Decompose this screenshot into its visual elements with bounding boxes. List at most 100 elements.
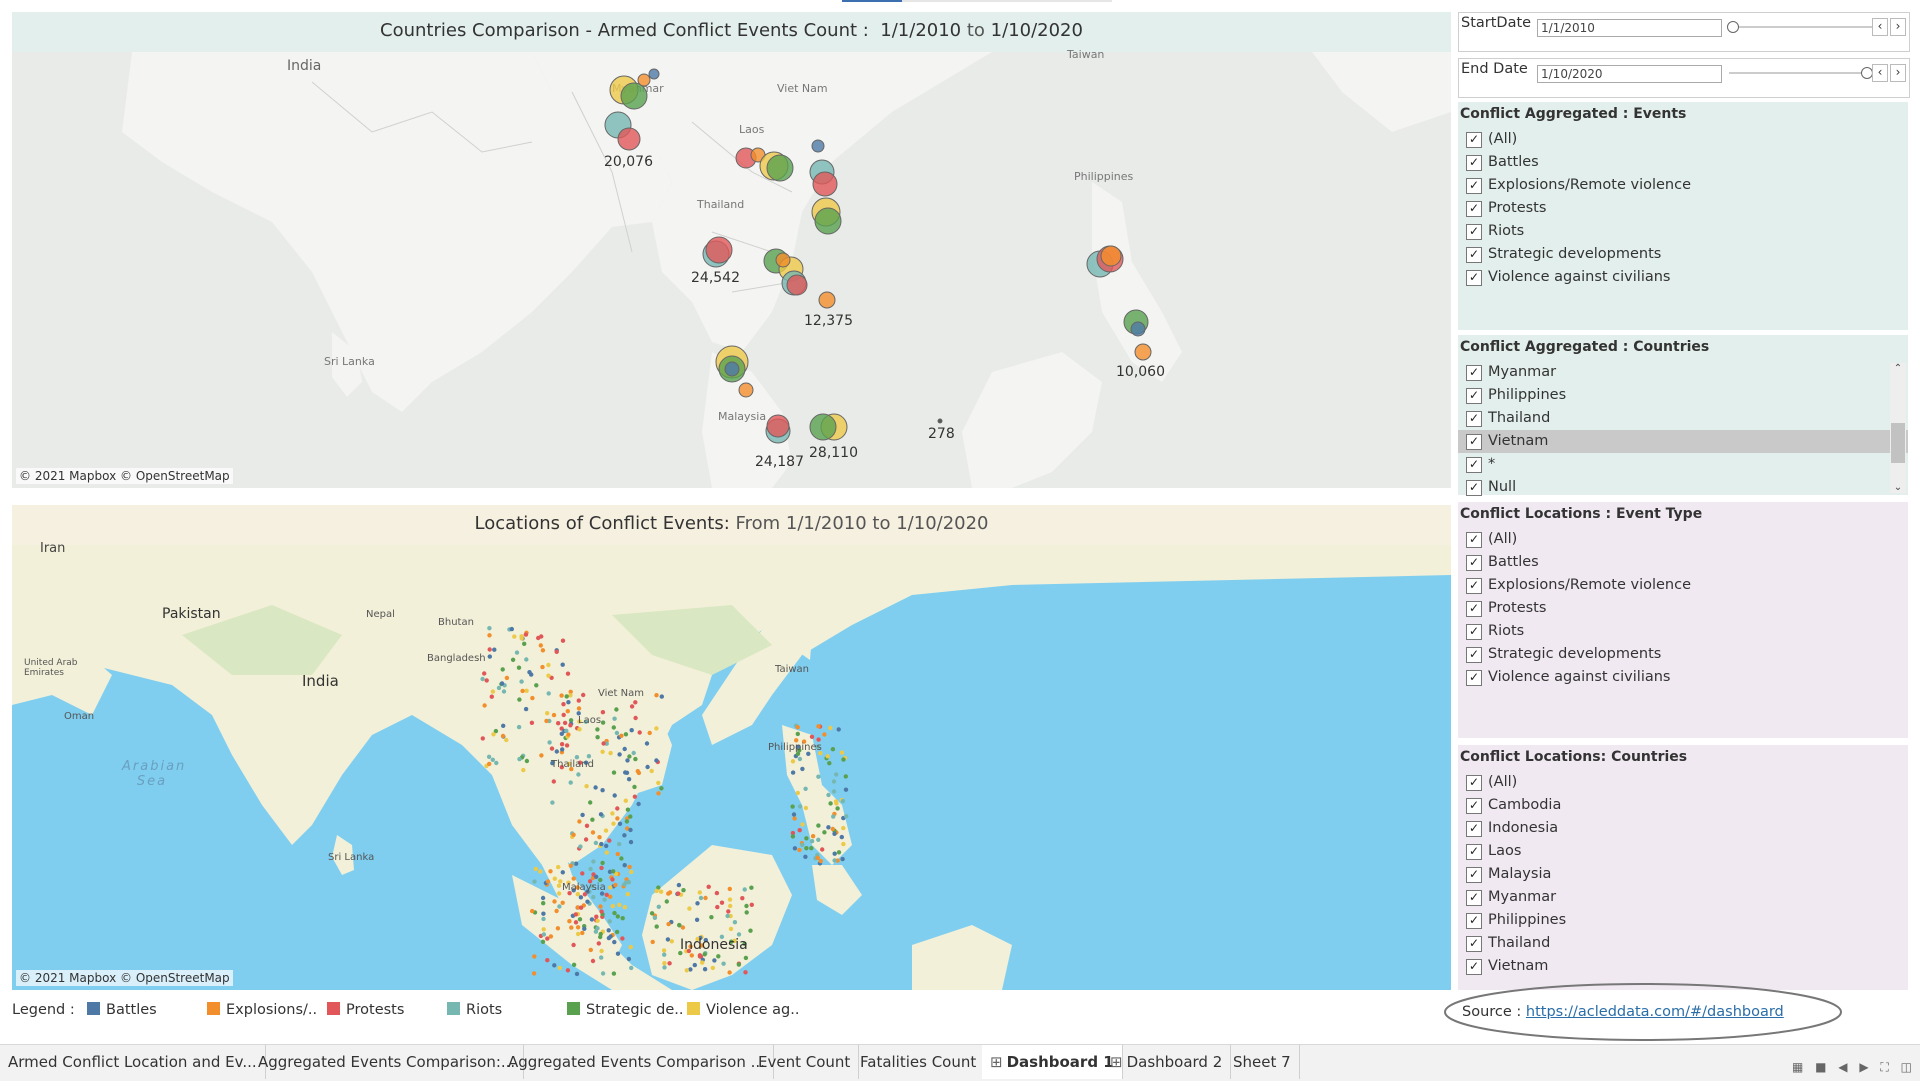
checkbox[interactable]: ✓ — [1466, 959, 1482, 975]
event-type-option[interactable]: ✓ (All) — [1458, 528, 1908, 551]
checkbox[interactable]: ✓ — [1466, 647, 1482, 663]
sheet-tab[interactable]: ⊞ Dashboard 1 — [982, 1045, 1123, 1079]
event-type-option[interactable]: ✓ Riots — [1458, 620, 1908, 643]
sheet-tab[interactable]: ⊞ Dashboard 2 — [1102, 1045, 1232, 1079]
checkbox[interactable]: ✓ — [1466, 365, 1482, 381]
loc-country-option[interactable]: ✓ Laos — [1458, 840, 1908, 863]
loc-country-option[interactable]: ✓ Indonesia — [1458, 817, 1908, 840]
event-type-option[interactable]: ✓ Strategic developments — [1458, 643, 1908, 666]
loc-country-option[interactable]: ✓ Malaysia — [1458, 863, 1908, 886]
country-option[interactable]: ✓ Thailand — [1458, 407, 1908, 430]
legend-item[interactable]: Strategic de.. — [567, 1002, 684, 1018]
source-link[interactable]: https://acleddata.com/#/dashboard — [1525, 1004, 1784, 1020]
events-option[interactable]: ✓ Riots — [1458, 220, 1908, 243]
country-option[interactable]: ✓ Null — [1458, 476, 1908, 499]
filmstrip-icon[interactable]: ■ — [1815, 1060, 1827, 1074]
loc-country-option[interactable]: ✓ Myanmar — [1458, 886, 1908, 909]
country-option[interactable]: ✓ Myanmar — [1458, 361, 1908, 384]
loc-country-option[interactable]: ✓ Cambodia — [1458, 794, 1908, 817]
event-type-option[interactable]: ✓ Battles — [1458, 551, 1908, 574]
checkbox[interactable]: ✓ — [1466, 821, 1482, 837]
checkbox[interactable]: ✓ — [1466, 890, 1482, 906]
country-option[interactable]: ✓ Vietnam — [1458, 430, 1908, 453]
event-type-option[interactable]: ✓ Protests — [1458, 597, 1908, 620]
checkbox[interactable]: ✓ — [1466, 270, 1482, 286]
checkbox[interactable]: ✓ — [1466, 224, 1482, 240]
countries-comparison-map[interactable]: Countries Comparison - Armed Conflict Ev… — [12, 12, 1451, 488]
start-date-slider-track[interactable] — [1729, 26, 1872, 28]
legend-item[interactable]: Riots — [447, 1002, 502, 1018]
checkbox[interactable]: ✓ — [1466, 434, 1482, 450]
checkbox[interactable]: ✓ — [1466, 867, 1482, 883]
present-icon[interactable]: ◫ — [1900, 1060, 1912, 1074]
scroll-down-icon[interactable]: ⌄ — [1893, 482, 1903, 493]
event-type-option[interactable]: ✓ Violence against civilians — [1458, 666, 1908, 689]
end-date-input[interactable]: 1/10/2020 — [1537, 65, 1722, 83]
sheet-tab[interactable]: Armed Conflict Location and Ev... — [0, 1045, 266, 1079]
loc-country-option[interactable]: ✓ Vietnam — [1458, 955, 1908, 978]
legend-item[interactable]: Protests — [327, 1002, 404, 1018]
next-sheet-icon[interactable]: ▶ — [1859, 1060, 1869, 1074]
scroll-up-icon[interactable]: ⌃ — [1893, 363, 1903, 374]
checkbox[interactable]: ✓ — [1466, 670, 1482, 686]
end-date-prev-icon[interactable]: ‹ — [1872, 64, 1888, 82]
checkbox[interactable]: ✓ — [1466, 913, 1482, 929]
events-option[interactable]: ✓ Explosions/Remote violence — [1458, 174, 1908, 197]
event-type-option[interactable]: ✓ Explosions/Remote violence — [1458, 574, 1908, 597]
countries-scroll-thumb[interactable] — [1891, 423, 1905, 463]
checkbox[interactable]: ✓ — [1466, 247, 1482, 263]
countries-scrollbar[interactable]: ⌃ ⌄ — [1890, 363, 1906, 493]
checkbox[interactable]: ✓ — [1466, 457, 1482, 473]
grid-view-icon[interactable]: ▦ — [1791, 1060, 1804, 1074]
loc-country-option[interactable]: ✓ Philippines — [1458, 909, 1908, 932]
checkbox[interactable]: ✓ — [1466, 532, 1482, 548]
conflict-locations-map[interactable]: Locations of Conflict Events: From 1/1/2… — [12, 505, 1451, 990]
events-option[interactable]: ✓ Violence against civilians — [1458, 266, 1908, 289]
checkbox[interactable]: ✓ — [1466, 155, 1482, 171]
events-option[interactable]: ✓ Strategic developments — [1458, 243, 1908, 266]
sheet-tab[interactable]: Fatalities Count — [852, 1045, 986, 1079]
legend-item[interactable]: Explosions/.. — [207, 1002, 317, 1018]
checkbox[interactable]: ✓ — [1466, 844, 1482, 860]
loc-country-option[interactable]: ✓ Thailand — [1458, 932, 1908, 955]
checkbox[interactable]: ✓ — [1466, 388, 1482, 404]
checkbox[interactable]: ✓ — [1466, 578, 1482, 594]
end-date-filter[interactable]: End Date 1/10/2020 ‹ › — [1458, 58, 1910, 98]
legend-item[interactable]: Battles — [87, 1002, 157, 1018]
map1-canvas[interactable] — [12, 52, 1451, 488]
fullscreen-icon[interactable]: ⛶ — [1880, 1060, 1889, 1074]
events-option[interactable]: ✓ Battles — [1458, 151, 1908, 174]
start-date-next-icon[interactable]: › — [1890, 18, 1906, 36]
conflict-event-dot — [600, 749, 605, 754]
prev-sheet-icon[interactable]: ◀ — [1838, 1060, 1848, 1074]
sheet-tab[interactable]: Aggregated Events Comparison ... — [500, 1045, 774, 1079]
end-date-slider-track[interactable] — [1729, 72, 1872, 74]
checkbox[interactable]: ✓ — [1466, 480, 1482, 496]
checkbox[interactable]: ✓ — [1466, 624, 1482, 640]
start-date-input[interactable]: 1/1/2010 — [1537, 19, 1722, 37]
sheet-tab[interactable]: Aggregated Events Comparison:... — [250, 1045, 525, 1079]
start-date-slider-knob[interactable] — [1727, 21, 1739, 33]
legend-item[interactable]: Violence ag.. — [687, 1002, 799, 1018]
start-date-prev-icon[interactable]: ‹ — [1872, 18, 1888, 36]
map2-canvas[interactable] — [12, 545, 1451, 990]
sheet-tab[interactable]: Event Count — [750, 1045, 860, 1079]
map1-bubbles[interactable] — [12, 12, 1451, 488]
country-option[interactable]: ✓ * — [1458, 453, 1908, 476]
sheet-tab[interactable]: Sheet 7 — [1225, 1045, 1300, 1079]
checkbox[interactable]: ✓ — [1466, 936, 1482, 952]
loc-country-option[interactable]: ✓ (All) — [1458, 771, 1908, 794]
end-date-next-icon[interactable]: › — [1890, 64, 1906, 82]
events-option[interactable]: ✓ (All) — [1458, 128, 1908, 151]
checkbox[interactable]: ✓ — [1466, 555, 1482, 571]
events-option[interactable]: ✓ Protests — [1458, 197, 1908, 220]
checkbox[interactable]: ✓ — [1466, 775, 1482, 791]
start-date-filter[interactable]: StartDate 1/1/2010 ‹ › — [1458, 12, 1910, 52]
checkbox[interactable]: ✓ — [1466, 411, 1482, 427]
checkbox[interactable]: ✓ — [1466, 798, 1482, 814]
checkbox[interactable]: ✓ — [1466, 201, 1482, 217]
country-option[interactable]: ✓ Philippines — [1458, 384, 1908, 407]
checkbox[interactable]: ✓ — [1466, 132, 1482, 148]
checkbox[interactable]: ✓ — [1466, 601, 1482, 617]
checkbox[interactable]: ✓ — [1466, 178, 1482, 194]
